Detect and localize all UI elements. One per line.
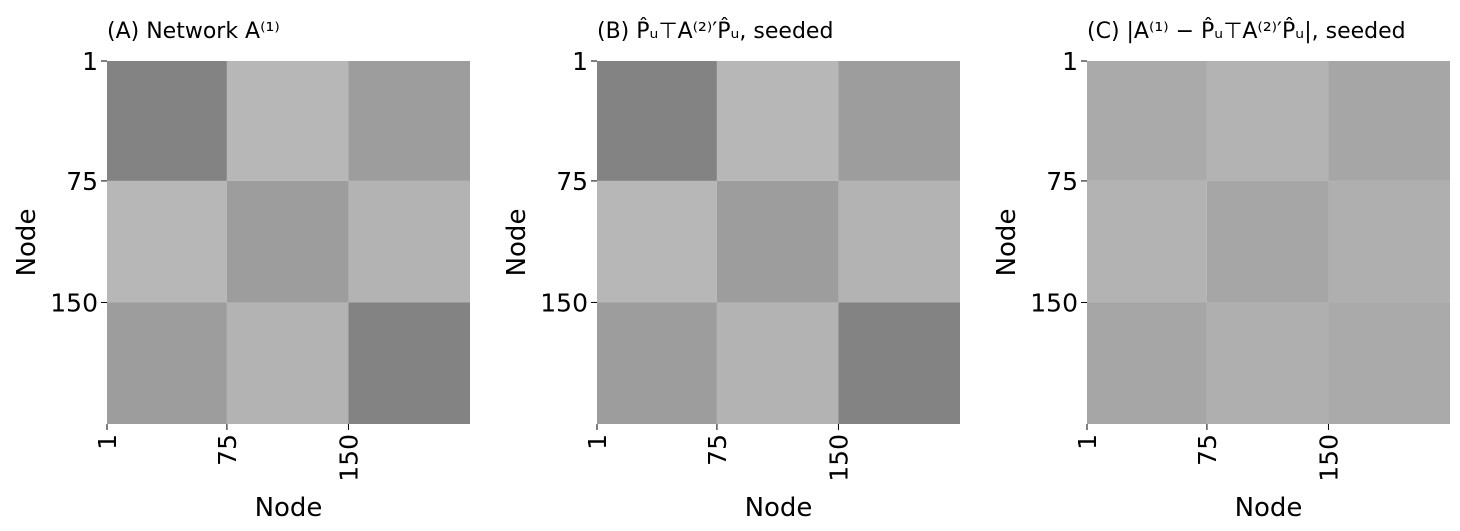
heatmap-block xyxy=(107,61,227,181)
y-tick-label: 75 xyxy=(1046,167,1078,196)
y-axis-label: Node xyxy=(502,209,532,277)
x-tick-label: 150 xyxy=(1314,434,1343,482)
x-tick-label: 150 xyxy=(824,434,853,482)
heatmap-block xyxy=(597,180,717,303)
heatmap-block xyxy=(1087,302,1207,424)
heatmap-block xyxy=(597,302,717,424)
heatmap-block xyxy=(838,180,960,303)
y-tick-label: 150 xyxy=(50,288,98,317)
heatmap-block xyxy=(107,180,227,303)
heatmap-block xyxy=(1328,180,1450,303)
x-tick-label: 1 xyxy=(93,434,122,450)
heatmap-block xyxy=(348,61,470,181)
y-tick-label: 75 xyxy=(66,167,98,196)
heatmap-block xyxy=(716,61,839,181)
x-tick-label: 75 xyxy=(1193,434,1222,466)
heatmap-block xyxy=(1087,61,1207,181)
x-tick-label: 1 xyxy=(583,434,612,450)
heatmap-block xyxy=(838,302,960,424)
panel-title: (A) Network A⁽¹⁾ xyxy=(107,19,280,44)
heatmap-block xyxy=(597,61,717,181)
heatmap-block xyxy=(838,61,960,181)
heatmap-block xyxy=(1087,180,1207,303)
y-tick-label: 150 xyxy=(1030,288,1078,317)
heatmap-block xyxy=(107,302,227,424)
x-axis-label: Node xyxy=(745,493,813,523)
y-tick-label: 75 xyxy=(556,167,588,196)
x-tick-label: 1 xyxy=(1073,434,1102,450)
y-axis-label: Node xyxy=(992,209,1022,277)
panel-title: (B) P̂ᵤ⊤A⁽²⁾′P̂ᵤ, seeded xyxy=(597,18,833,44)
y-tick-label: 1 xyxy=(1062,47,1078,76)
heatmap-block xyxy=(1206,180,1329,303)
y-axis-label: Node xyxy=(12,209,42,277)
heatmap-block xyxy=(226,61,349,181)
x-axis-label: Node xyxy=(1235,493,1303,523)
heatmap-block xyxy=(716,302,839,424)
heatmap-block xyxy=(716,180,839,303)
heatmap-block xyxy=(1328,302,1450,424)
heatmap-block xyxy=(348,180,470,303)
y-tick-label: 1 xyxy=(82,47,98,76)
heatmap-block xyxy=(226,302,349,424)
heatmap-block xyxy=(1206,61,1329,181)
x-tick-label: 150 xyxy=(334,434,363,482)
x-tick-label: 75 xyxy=(213,434,242,466)
heatmap-block xyxy=(1328,61,1450,181)
heatmap-block xyxy=(226,180,349,303)
heatmap-block xyxy=(1206,302,1329,424)
heatmap-block xyxy=(348,302,470,424)
panel-title: (C) |A⁽¹⁾ − P̂ᵤ⊤A⁽²⁾′P̂ᵤ|, seeded xyxy=(1087,18,1406,44)
y-tick-label: 1 xyxy=(572,47,588,76)
y-tick-label: 150 xyxy=(540,288,588,317)
x-axis-label: Node xyxy=(255,493,323,523)
x-tick-label: 75 xyxy=(703,434,732,466)
